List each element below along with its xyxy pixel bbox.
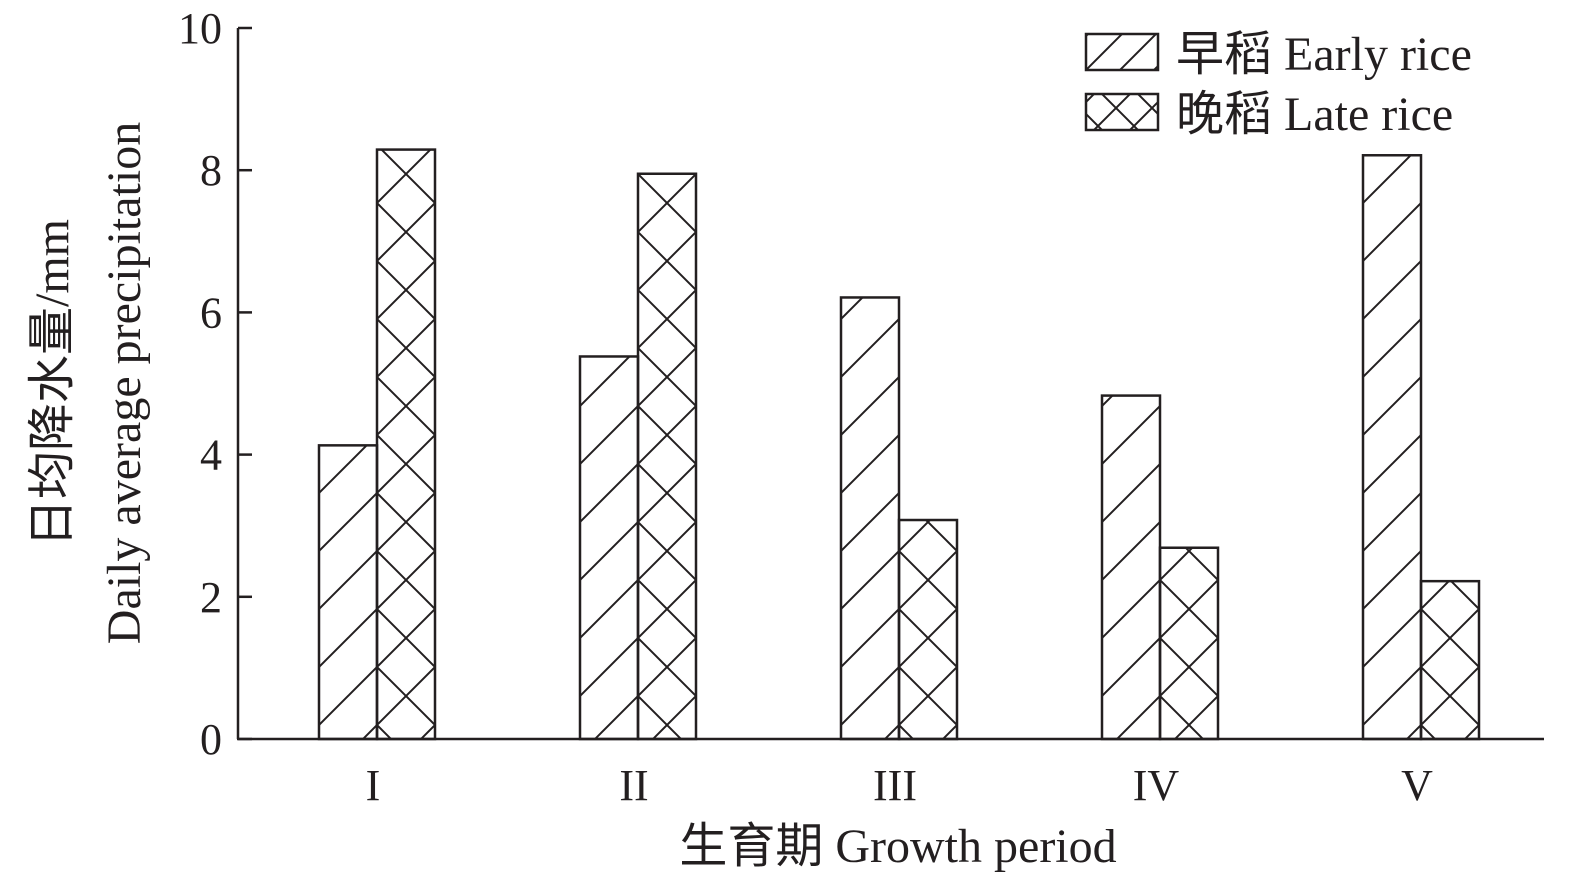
y-tick-label-8: 8 xyxy=(200,146,222,195)
x-tick-label-II: II xyxy=(619,761,648,810)
bar-early-rice-IV xyxy=(1100,394,1162,741)
bar-early-rice-II xyxy=(578,355,640,741)
x-tick-label-III: III xyxy=(873,761,917,810)
x-tick-label-I: I xyxy=(366,761,381,810)
bar-early-rice-V xyxy=(1361,154,1423,741)
bar-late-rice-I xyxy=(375,148,437,741)
legend-label-late-rice: 晚稻 Late rice xyxy=(1176,88,1453,141)
legend: 早稻 Early rice 晚稻 Late rice xyxy=(1084,28,1472,141)
bar-late-rice-II xyxy=(636,172,698,741)
legend-swatch-early-rice xyxy=(1084,32,1160,72)
bars-layer xyxy=(317,148,1481,741)
y-tick-label-2: 2 xyxy=(200,573,222,622)
bar-late-rice-V xyxy=(1419,579,1481,741)
bar-early-rice-I xyxy=(317,444,379,741)
bar-early-rice-III xyxy=(839,296,901,741)
y-tick-label-6: 6 xyxy=(200,288,222,337)
legend-label-early-rice: 早稻 Early rice xyxy=(1176,28,1472,81)
bar-late-rice-III xyxy=(897,518,959,741)
x-axis-label: 生育期 Growth period xyxy=(679,820,1116,873)
y-axis-title: 日均降水量/mm Daily average precipitation xyxy=(26,122,151,644)
x-axis-ticks: I II III IV V xyxy=(366,761,1433,810)
x-tick-label-V: V xyxy=(1401,761,1433,810)
y-axis-label-line1: 日均降水量/mm xyxy=(26,219,79,547)
y-axis-label-line2: Daily average precipitation xyxy=(98,122,151,644)
y-tick-label-0: 0 xyxy=(200,715,222,764)
y-tick-label-4: 4 xyxy=(200,431,222,480)
legend-swatch-late-rice xyxy=(1084,92,1160,132)
y-axis-ticks: 0 2 4 6 8 10 xyxy=(178,4,252,764)
y-tick-label-10: 10 xyxy=(178,4,222,53)
bar-late-rice-IV xyxy=(1158,546,1220,741)
x-tick-label-IV: IV xyxy=(1133,761,1180,810)
